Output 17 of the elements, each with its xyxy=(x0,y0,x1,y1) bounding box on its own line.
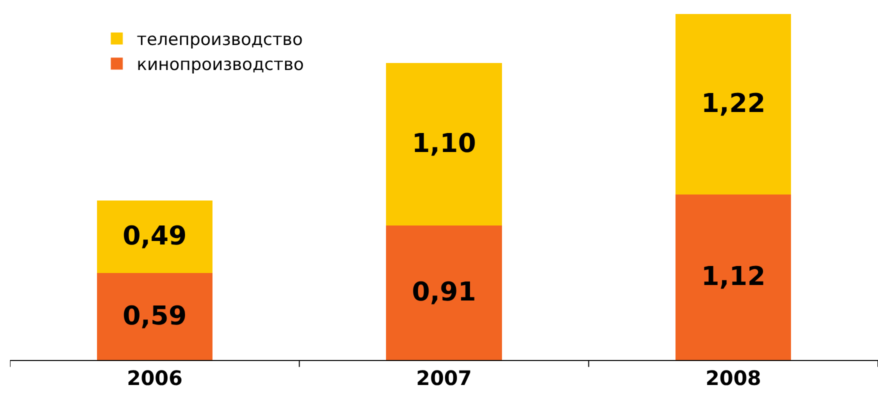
data-label: 1,10 xyxy=(412,129,476,160)
data-label: 1,22 xyxy=(701,89,766,120)
bar xyxy=(675,14,792,194)
x-tick-label: 2008 xyxy=(705,366,762,390)
bar xyxy=(96,200,213,273)
data-label: 0,59 xyxy=(122,301,187,332)
bar xyxy=(386,62,502,226)
legend-label: кинопроизводство xyxy=(136,55,304,76)
data-label: 0,91 xyxy=(412,278,476,308)
legend-label: телепроизводство xyxy=(136,30,303,50)
data-label: 0,49 xyxy=(122,222,187,252)
bar xyxy=(675,194,792,360)
x-tick-label: 2007 xyxy=(416,366,472,390)
x-tick-label: 2006 xyxy=(126,366,183,390)
data-label: 1,12 xyxy=(701,262,766,292)
bar xyxy=(96,272,213,360)
bar xyxy=(386,225,502,360)
